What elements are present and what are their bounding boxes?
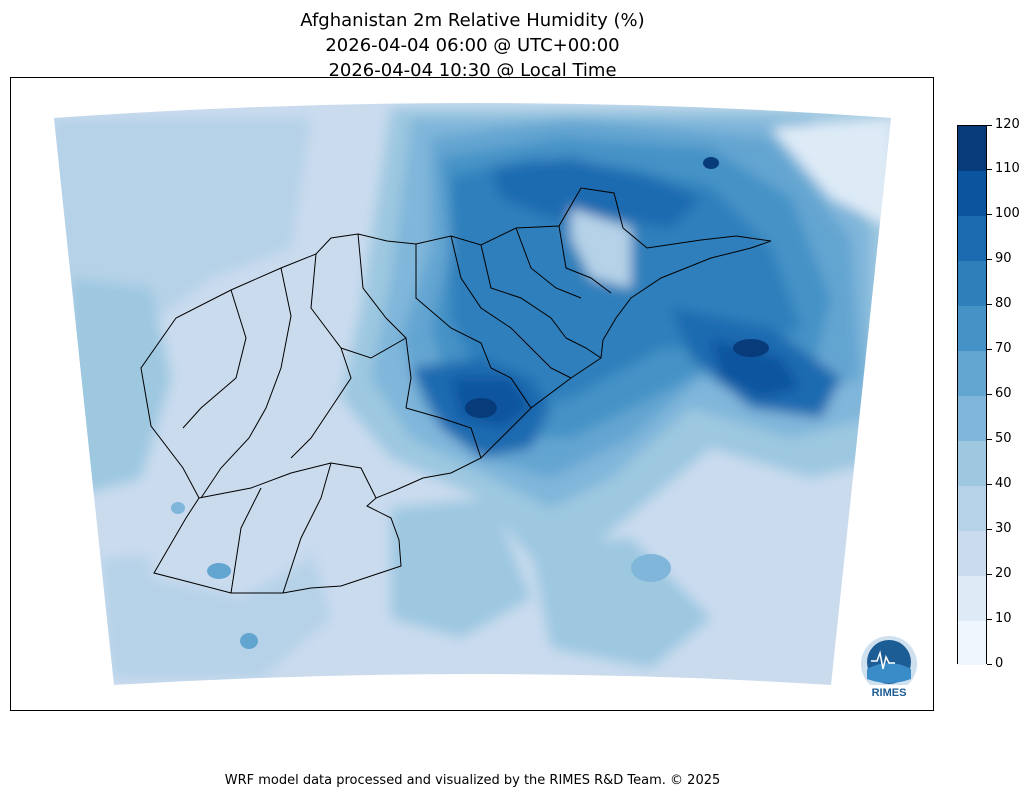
colorbar-segment [958,396,986,441]
map-panel[interactable] [10,77,934,711]
colorbar [957,125,987,665]
colorbar-tick [987,664,992,665]
colorbar-tick [987,439,992,440]
colorbar-label: 60 [995,386,1012,401]
colorbar-label: 110 [995,161,1020,176]
humidity-field [54,103,891,685]
colorbar-tick [987,529,992,530]
colorbar-label: 70 [995,341,1012,356]
colorbar-segment [958,126,986,171]
humidity-map [54,103,891,685]
colorbar-segment [958,351,986,396]
footer-credit: WRF model data processed and visualized … [224,773,721,788]
colorbar-label: 30 [995,521,1012,536]
colorbar-segment [958,441,986,486]
colorbar-label: 120 [995,117,1020,132]
colorbar-tick [987,304,992,305]
title-line-1: Afghanistan 2m Relative Humidity (%) [300,10,645,31]
colorbar-segment [958,306,986,351]
colorbar-tick [987,619,992,620]
rimes-logo: RIMES [861,636,917,699]
colorbar-segment [958,576,986,621]
colorbar-tick [987,169,992,170]
colorbar-label: 20 [995,566,1012,581]
title-line-3: 2026-04-04 10:30 @ Local Time [328,60,617,81]
rimes-logo-text: RIMES [872,687,907,699]
title-line-2: 2026-04-04 06:00 @ UTC+00:00 [325,35,620,56]
colorbar-label: 90 [995,251,1012,266]
colorbar-tick [987,394,992,395]
colorbar-tick [987,214,992,215]
colorbar-label: 10 [995,611,1012,626]
afghanistan-province-boundaries [140,187,772,594]
colorbar-tick [987,349,992,350]
colorbar-segment [958,621,986,665]
colorbar-tick [987,574,992,575]
colorbar-tick [987,125,992,126]
colorbar-segment [958,486,986,531]
colorbar-tick [987,259,992,260]
colorbar-segment [958,531,986,576]
colorbar-segment [958,216,986,261]
colorbar-label: 0 [995,656,1004,671]
colorbar-label: 100 [995,206,1020,221]
chart-title: Afghanistan 2m Relative Humidity (%) 202… [0,8,945,83]
colorbar-label: 40 [995,476,1012,491]
colorbar-segment [958,261,986,306]
colorbar-label: 80 [995,296,1012,311]
colorbar-segment [958,171,986,216]
colorbar-tick [987,484,992,485]
colorbar-label: 50 [995,431,1012,446]
